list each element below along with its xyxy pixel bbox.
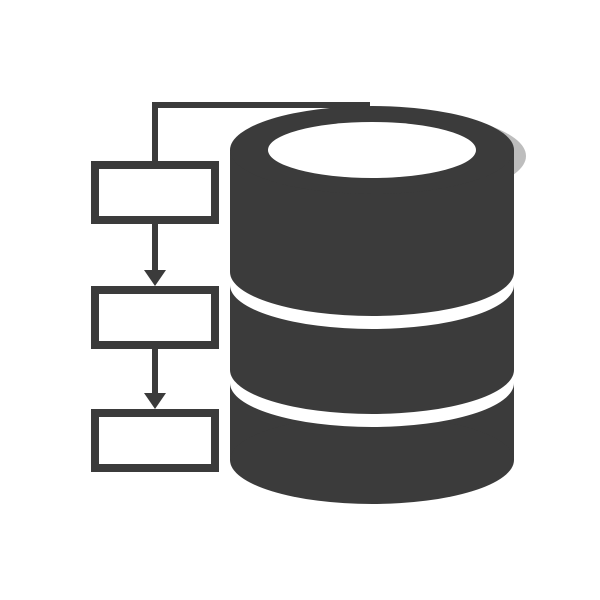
box-1 — [95, 165, 215, 220]
database-flow-diagram — [0, 0, 600, 600]
database-top-mouth — [268, 122, 476, 178]
arrow-2-head — [144, 393, 166, 409]
database-icon — [230, 106, 526, 504]
database-bottom-cap — [230, 416, 514, 504]
box-3 — [95, 413, 215, 468]
box-2 — [95, 290, 215, 345]
arrow-1-head — [144, 270, 166, 286]
